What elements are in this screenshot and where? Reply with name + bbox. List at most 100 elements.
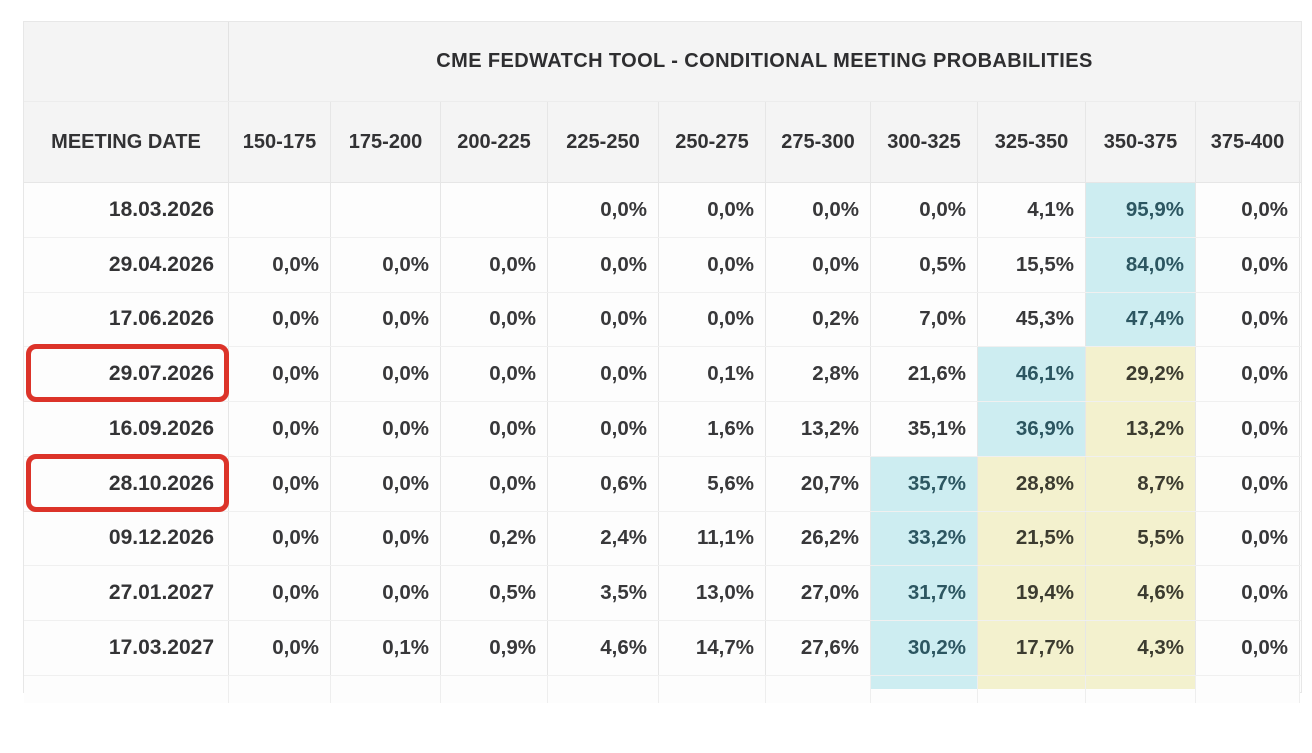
probability-cell: 0,9%: [441, 621, 548, 675]
probability-cell: 0,0%: [229, 511, 331, 566]
partial-cell: [24, 675, 229, 703]
probability-cell: 26,2%: [766, 511, 871, 566]
probability-cell: 21,5%: [978, 511, 1086, 566]
probability-cell: 0,5%: [441, 566, 548, 621]
rate-range-header: 175-200: [331, 102, 441, 182]
probability-cell: 0,0%: [331, 456, 441, 511]
fedwatch-probability-table: CME FEDWATCH TOOL - CONDITIONAL MEETING …: [23, 21, 1302, 703]
meeting-date-cell: 17.06.2026: [24, 292, 229, 347]
probability-cell: 13,2%: [766, 402, 871, 456]
table-row: 28.10.2026 0,0% 0,0% 0,0% 0,6% 5,6% 20,7% 35,7%…: [24, 453, 1301, 512]
rate-range-header: 225-250: [548, 102, 659, 182]
probability-cell: 14,7%: [659, 621, 766, 675]
corner-cell: [24, 22, 229, 101]
probability-cell: 4,3%: [1086, 621, 1196, 675]
probability-cell: 28,8%: [978, 456, 1086, 511]
probability-cell: 35,7%: [871, 456, 978, 511]
probability-cell: 0,0%: [659, 237, 766, 292]
meeting-date-cell: 09.12.2026: [24, 511, 229, 566]
probability-cell: 31,7%: [871, 566, 978, 621]
meeting-date-cell: 29.07.2026: [24, 347, 229, 402]
probability-cell: 30,2%: [871, 621, 978, 675]
partial-cell: [766, 675, 871, 703]
probability-cell: 0,0%: [1196, 456, 1300, 511]
probability-cell: 0,2%: [441, 511, 548, 566]
probability-cell: 15,5%: [978, 237, 1086, 292]
probability-cell: 0,0%: [331, 237, 441, 292]
probability-cell: 17,7%: [978, 621, 1086, 675]
probability-cell: 46,1%: [978, 347, 1086, 402]
meeting-date-cell: 16.09.2026: [24, 402, 229, 456]
probability-cell: 0,0%: [331, 347, 441, 402]
probability-cell: 0,0%: [766, 237, 871, 292]
probability-cell: 0,0%: [1196, 402, 1300, 456]
rate-range-header: 325-350: [978, 102, 1086, 182]
partial-cell: [331, 675, 441, 703]
meeting-date-cell: 29.04.2026: [24, 237, 229, 292]
probability-cell: 5,6%: [659, 456, 766, 511]
probability-cell: 0,0%: [441, 402, 548, 456]
probability-cell: 0,0%: [1196, 237, 1300, 292]
probability-cell: 27,0%: [766, 566, 871, 621]
rate-range-header: 375-400: [1196, 102, 1300, 182]
probability-cell: 0,0%: [229, 566, 331, 621]
probability-cell: 0,0%: [1196, 566, 1300, 621]
probability-cell: 0,0%: [766, 183, 871, 237]
probability-cell: 0,0%: [229, 621, 331, 675]
probability-cell: 45,3%: [978, 292, 1086, 347]
probability-cell: 4,6%: [548, 621, 659, 675]
probability-cell: 0,1%: [331, 621, 441, 675]
probability-cell: 0,0%: [229, 456, 331, 511]
table-title: CME FEDWATCH TOOL - CONDITIONAL MEETING …: [436, 50, 1093, 72]
probability-cell: 0,0%: [229, 402, 331, 456]
probability-cell: 0,0%: [1196, 347, 1300, 402]
table-row: 27.01.2027 0,0% 0,0% 0,5% 3,5% 13,0% 27,0% 31,7…: [24, 566, 1301, 622]
probability-cell: 0,0%: [331, 292, 441, 347]
probability-cell: 33,2%: [871, 511, 978, 566]
probability-cell: 21,6%: [871, 347, 978, 402]
probability-cell: 20,7%: [766, 456, 871, 511]
partial-cell: [548, 675, 659, 703]
probability-cell: 84,0%: [1086, 237, 1196, 292]
partial-cell: [229, 675, 331, 703]
probability-cell: 5,5%: [1086, 511, 1196, 566]
probability-cell: 13,0%: [659, 566, 766, 621]
table-row: 18.03.2026 0,0% 0,0% 0,0% 0,0% 4,1% 95,9% 0,0%: [24, 183, 1301, 238]
probability-cell: [441, 183, 548, 237]
table-row: 29.04.2026 0,0% 0,0% 0,0% 0,0% 0,0% 0,0% 0,5% 15…: [24, 237, 1301, 293]
table-row: 09.12.2026 0,0% 0,0% 0,2% 2,4% 11,1% 26,2% 33,2…: [24, 511, 1301, 567]
probability-cell: 0,0%: [548, 347, 659, 402]
probability-cell: 0,0%: [871, 183, 978, 237]
probability-cell: 0,0%: [1196, 511, 1300, 566]
rate-range-header: 200-225: [441, 102, 548, 182]
table-row: 17.03.2027 0,0% 0,1% 0,9% 4,6% 14,7% 27,6% 30,2…: [24, 621, 1301, 676]
rate-range-header: 275-300: [766, 102, 871, 182]
probability-cell: 0,0%: [229, 347, 331, 402]
meeting-date-cell: 18.03.2026: [24, 183, 229, 237]
probability-cell: 47,4%: [1086, 292, 1196, 347]
rate-range-header: 350-375: [1086, 102, 1196, 182]
probability-cell: 0,6%: [548, 456, 659, 511]
rate-range-header: 300-325: [871, 102, 978, 182]
partial-cell: [441, 675, 548, 703]
table-row: 16.09.2026 0,0% 0,0% 0,0% 0,0% 1,6% 13,2% 35,1%…: [24, 402, 1301, 457]
meeting-date-cell: 17.03.2027: [24, 621, 229, 675]
table-row: 17.06.2026 0,0% 0,0% 0,0% 0,0% 0,0% 0,2% 7,0% 45…: [24, 292, 1301, 348]
probability-cell: 0,0%: [441, 456, 548, 511]
probability-cell: 0,0%: [229, 237, 331, 292]
probability-cell: 7,0%: [871, 292, 978, 347]
probability-cell: 2,4%: [548, 511, 659, 566]
probability-cell: 36,9%: [978, 402, 1086, 456]
probability-cell: 0,0%: [441, 237, 548, 292]
probability-cell: 0,0%: [548, 183, 659, 237]
probability-cell: 0,5%: [871, 237, 978, 292]
title-row: CME FEDWATCH TOOL - CONDITIONAL MEETING …: [24, 22, 1301, 102]
probability-cell: 0,0%: [331, 402, 441, 456]
probability-cell: 11,1%: [659, 511, 766, 566]
probability-cell: 3,5%: [548, 566, 659, 621]
probability-cell: 0,0%: [441, 292, 548, 347]
probability-cell: 0,1%: [659, 347, 766, 402]
probability-cell: 0,0%: [548, 292, 659, 347]
partial-cell: [659, 675, 766, 703]
rate-range-header: 250-275: [659, 102, 766, 182]
